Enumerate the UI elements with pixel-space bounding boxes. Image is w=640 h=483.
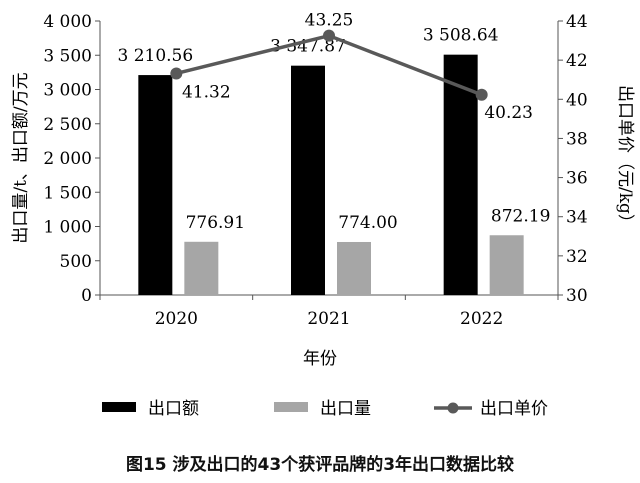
right-tick-label: 36 xyxy=(566,169,588,189)
price-point xyxy=(170,67,183,80)
price-point xyxy=(323,29,335,42)
right-tick-label: 40 xyxy=(566,90,588,110)
left-tick-label: 3 500 xyxy=(43,46,92,66)
right-axis-title: 出口单价（元/kg） xyxy=(615,85,635,231)
bar xyxy=(291,65,325,296)
price-point xyxy=(475,88,488,101)
bar-data-label: 3 347.87 xyxy=(270,37,346,57)
legend-label: 出口量 xyxy=(320,399,371,419)
left-tick-label: 1 000 xyxy=(43,218,92,238)
bar-data-label: 3 210.56 xyxy=(117,46,193,66)
bar-data-label: 774.00 xyxy=(338,213,397,233)
left-axis-title: 出口量/t、出口额/万元 xyxy=(11,72,31,243)
left-tick-label: 3 000 xyxy=(43,81,92,101)
legend-marker xyxy=(447,402,459,414)
x-tick-label: 2020 xyxy=(155,309,198,329)
x-tick-label: 2022 xyxy=(460,309,503,329)
figure-caption: 图15 涉及出口的43个获评品牌的3年出口数据比较 xyxy=(125,455,515,475)
left-tick-label: 2 000 xyxy=(43,149,92,169)
right-tick-label: 30 xyxy=(566,286,588,306)
left-tick-label: 2 500 xyxy=(43,115,92,135)
legend-swatch xyxy=(102,402,136,412)
left-tick-label: 500 xyxy=(60,252,92,272)
legend-swatch xyxy=(274,402,308,412)
bar xyxy=(489,235,524,295)
right-tick-label: 44 xyxy=(566,12,588,32)
bar-data-label: 872.19 xyxy=(491,206,550,226)
right-tick-label: 38 xyxy=(566,129,588,149)
bar xyxy=(443,54,478,296)
legend-label: 出口单价 xyxy=(480,399,548,419)
line-data-label: 43.25 xyxy=(305,11,354,31)
line-data-label: 41.32 xyxy=(182,82,231,102)
legend-label: 出口额 xyxy=(148,399,199,419)
right-tick-label: 32 xyxy=(566,247,588,267)
bar xyxy=(138,75,173,296)
left-tick-label: 0 xyxy=(81,286,92,306)
right-tick-label: 34 xyxy=(566,208,588,228)
left-tick-label: 4 000 xyxy=(43,12,92,32)
bar xyxy=(337,241,371,295)
bar-data-label: 3 508.64 xyxy=(423,26,499,46)
x-tick-label: 2021 xyxy=(307,309,350,329)
bar-data-label: 776.91 xyxy=(186,213,245,233)
line-data-label: 40.23 xyxy=(484,103,533,123)
left-tick-label: 1 500 xyxy=(43,183,92,203)
right-tick-label: 42 xyxy=(566,51,588,71)
x-axis-title: 年份 xyxy=(303,349,337,369)
bar xyxy=(184,241,219,295)
